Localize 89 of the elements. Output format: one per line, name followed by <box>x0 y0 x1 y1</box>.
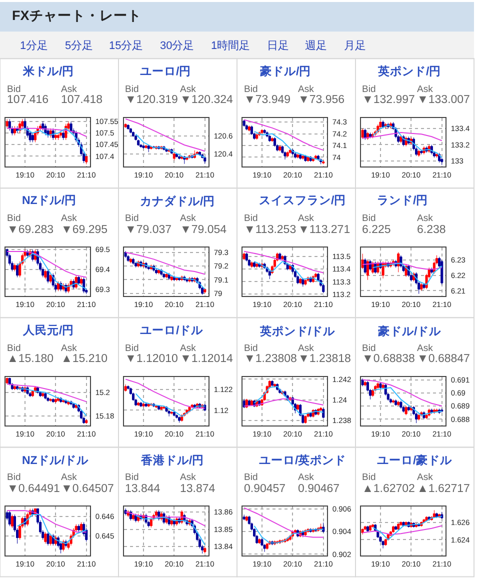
text: ▲15.180 <box>7 353 54 365</box>
text: 15分足 <box>109 40 144 52</box>
chart-title: ユーロ/円 <box>140 65 192 78</box>
text: Bid <box>244 213 258 224</box>
text: Bid <box>7 472 21 483</box>
chart-title: 豪ドル/円 <box>259 64 312 78</box>
text: 0.90467 <box>298 483 340 495</box>
chart-title: 英ポンド/円 <box>377 64 442 78</box>
text: Bid <box>7 213 21 224</box>
text: Ask <box>180 213 196 224</box>
chart-title: 米ドル/円 <box>22 64 74 78</box>
text: ▼0.68838 <box>362 353 415 365</box>
text: FXチャート・レート <box>12 8 142 23</box>
text: 13.874 <box>180 483 216 495</box>
text: Ask <box>180 84 196 95</box>
text: ▼79.037 <box>125 224 172 236</box>
text: ▼113.253 <box>244 224 296 236</box>
text: Bid <box>362 213 376 224</box>
chart-title: 人民元/円 <box>22 324 74 337</box>
text: Ask <box>61 84 78 95</box>
text: ▼1.12010 <box>125 353 178 365</box>
text: Ask <box>417 84 434 95</box>
text: ▼73.949 <box>244 94 291 106</box>
text: Bid <box>362 472 376 483</box>
text: 6.225 <box>362 224 391 236</box>
text: ▼1.12014 <box>180 353 234 365</box>
text: Ask <box>298 84 314 95</box>
text: Ask <box>180 472 196 483</box>
text: 月足 <box>344 40 366 52</box>
text: 0.90457 <box>244 483 286 495</box>
text: ▲1.62702 <box>362 483 415 495</box>
chart-title: ユーロ/英ポンド <box>259 453 346 467</box>
text: Ask <box>61 343 78 354</box>
chart-title: カナダドル/円 <box>140 194 216 208</box>
chart-title: 香港ドル/円 <box>140 453 204 467</box>
text: Ask <box>61 472 78 483</box>
text: ▲15.210 <box>61 353 108 365</box>
text: Bid <box>125 472 139 483</box>
text: Bid <box>125 343 139 354</box>
text: ▼120.324 <box>180 94 234 106</box>
text: 6.238 <box>417 224 446 236</box>
text: Bid <box>125 213 139 224</box>
text: ▼132.997 <box>362 94 415 106</box>
text: Bid <box>7 343 21 354</box>
text: ▼79.054 <box>180 224 228 236</box>
text: Bid <box>362 343 376 354</box>
text: 13.844 <box>125 483 161 495</box>
text: 1分足 <box>20 40 48 52</box>
text: Ask <box>417 343 434 354</box>
chart-title: 豪ドル/ドル <box>377 324 442 338</box>
chart-title: ランド/円 <box>377 194 428 207</box>
text: Ask <box>417 213 434 224</box>
text: 日足 <box>267 40 289 52</box>
text: ▼0.64507 <box>61 483 114 495</box>
text: ▼1.23818 <box>298 353 351 365</box>
text: Ask <box>417 472 434 483</box>
text: 1時間足 <box>211 39 250 52</box>
chart-title: ユーロ/ドル <box>140 324 204 337</box>
text: Bid <box>244 472 258 483</box>
text: ▼69.295 <box>61 224 108 236</box>
text: ▼120.319 <box>125 94 178 106</box>
text: ▼0.64491 <box>7 483 60 495</box>
text: Ask <box>298 343 314 354</box>
text: ▲1.62717 <box>417 483 470 495</box>
text: ▼0.68847 <box>417 353 470 365</box>
text: Ask <box>61 213 78 224</box>
text: ▼69.283 <box>7 224 54 236</box>
chart-title: ユーロ/豪ドル <box>377 453 454 467</box>
text: ▼113.271 <box>298 224 350 236</box>
chart-title: NZドル/ドル <box>22 454 90 467</box>
text: ▼73.956 <box>298 94 345 106</box>
text: Ask <box>298 472 314 483</box>
text: 30分足 <box>160 40 194 52</box>
text: 5分足 <box>65 40 94 52</box>
text: Ask <box>180 343 196 354</box>
chart-title: NZドル/円 <box>22 194 77 207</box>
text: Bid <box>244 84 258 95</box>
text: Bid <box>125 84 139 95</box>
text: Ask <box>298 213 314 224</box>
text: ▼133.007 <box>417 94 470 106</box>
text: Bid <box>7 84 21 95</box>
text: 週足 <box>305 40 327 52</box>
text: 107.416 <box>7 94 49 106</box>
chart-title: 英ポンド/ドル <box>259 324 336 338</box>
text: Bid <box>362 84 376 95</box>
text: ▼1.23808 <box>244 353 297 365</box>
text: Bid <box>244 343 258 354</box>
text: 107.418 <box>61 94 103 106</box>
chart-title: スイスフラン/円 <box>259 194 346 207</box>
